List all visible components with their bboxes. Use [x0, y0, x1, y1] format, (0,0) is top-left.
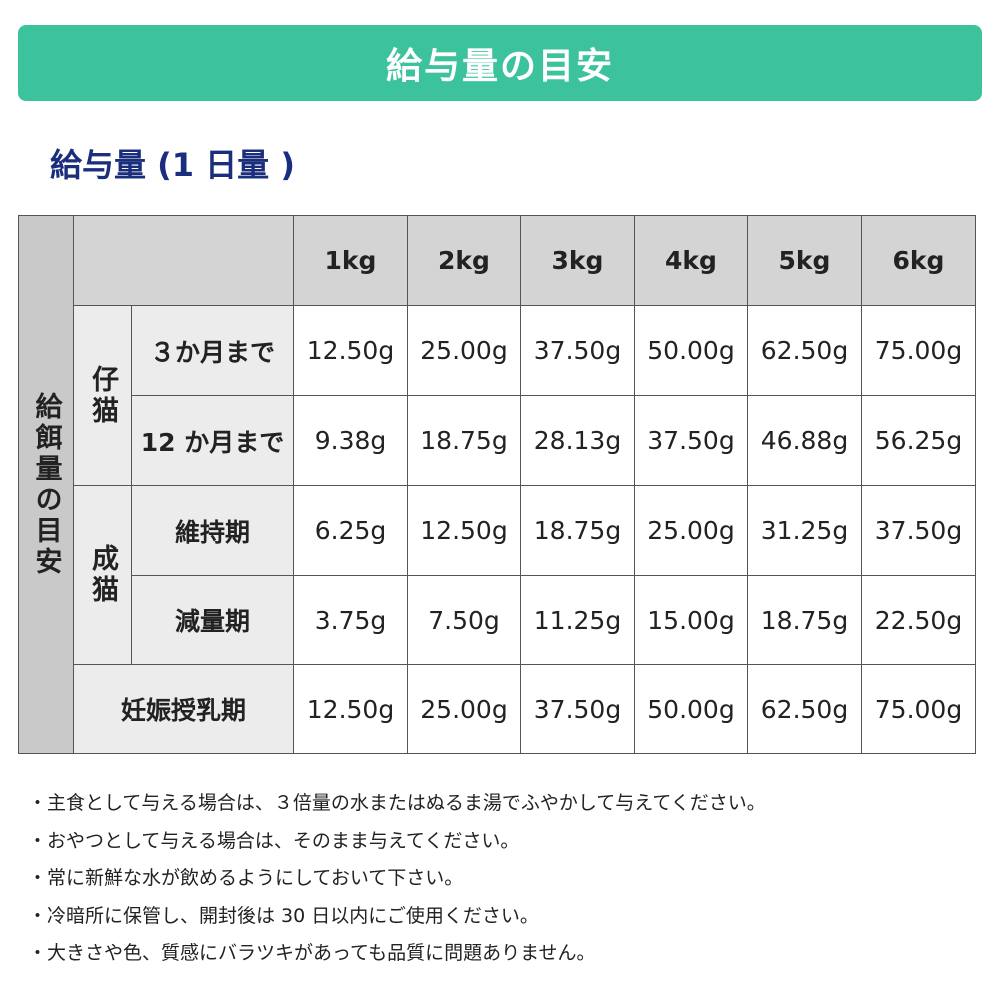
- header-title: 給与量の目安: [385, 46, 614, 87]
- note: ・おやつとして与える場合は、そのまま与えてください。: [28, 829, 520, 852]
- value-cell: 22.50g: [861, 575, 976, 665]
- value-cell: 12.50g: [407, 485, 521, 576]
- note: ・冷暗所に保管し、開封後は 30 日以内にご使用ください。: [28, 904, 539, 927]
- row-label: 維持期: [131, 485, 294, 576]
- column-header: 1kg: [293, 215, 408, 306]
- group-label: 成猫: [73, 485, 132, 665]
- value-cell: 12.50g: [293, 664, 408, 754]
- subtitle: 給与量 (1 日量 ): [50, 146, 295, 184]
- column-header: 2kg: [407, 215, 521, 306]
- value-cell: 37.50g: [861, 485, 976, 576]
- value-cell: 9.38g: [293, 395, 408, 486]
- value-cell: 12.50g: [293, 305, 408, 396]
- value-cell: 62.50g: [747, 664, 862, 754]
- value-cell: 75.00g: [861, 305, 976, 396]
- value-cell: 18.75g: [520, 485, 635, 576]
- row-label: ３か月まで: [131, 305, 294, 396]
- column-header: 3kg: [520, 215, 635, 306]
- value-cell: 50.00g: [634, 305, 748, 396]
- header-bar: 給与量の目安: [18, 25, 982, 101]
- column-header: 6kg: [861, 215, 976, 306]
- note: ・常に新鮮な水が飲めるようにしておいて下さい。: [28, 867, 464, 889]
- value-cell: 25.00g: [407, 664, 521, 754]
- note: ・主食として与える場合は、３倍量の水またはぬるま湯でふやかして与えてください。: [28, 792, 766, 814]
- value-cell: 56.25g: [861, 395, 976, 486]
- value-cell: 37.50g: [634, 395, 748, 486]
- value-cell: 25.00g: [634, 485, 748, 576]
- row-label: 妊娠授乳期: [73, 664, 294, 754]
- value-cell: 37.50g: [520, 305, 635, 396]
- row-label: 12 か月まで: [131, 395, 294, 486]
- value-cell: 25.00g: [407, 305, 521, 396]
- value-cell: 11.25g: [520, 575, 635, 665]
- value-cell: 37.50g: [520, 664, 635, 754]
- value-cell: 18.75g: [747, 575, 862, 665]
- note: ・大きさや色、質感にバラツキがあっても品質に問題ありません。: [28, 942, 596, 964]
- value-cell: 6.25g: [293, 485, 408, 576]
- column-header: 4kg: [634, 215, 748, 306]
- group-label: 仔猫: [73, 305, 132, 486]
- side-label: 給餌量の目安: [18, 215, 74, 754]
- row-label: 減量期: [131, 575, 294, 665]
- value-cell: 46.88g: [747, 395, 862, 486]
- value-cell: 3.75g: [293, 575, 408, 665]
- value-cell: 62.50g: [747, 305, 862, 396]
- value-cell: 28.13g: [520, 395, 635, 486]
- value-cell: 50.00g: [634, 664, 748, 754]
- value-cell: 15.00g: [634, 575, 748, 665]
- value-cell: 75.00g: [861, 664, 976, 754]
- header-blank: [73, 215, 294, 306]
- value-cell: 7.50g: [407, 575, 521, 665]
- value-cell: 31.25g: [747, 485, 862, 576]
- column-header: 5kg: [747, 215, 862, 306]
- value-cell: 18.75g: [407, 395, 521, 486]
